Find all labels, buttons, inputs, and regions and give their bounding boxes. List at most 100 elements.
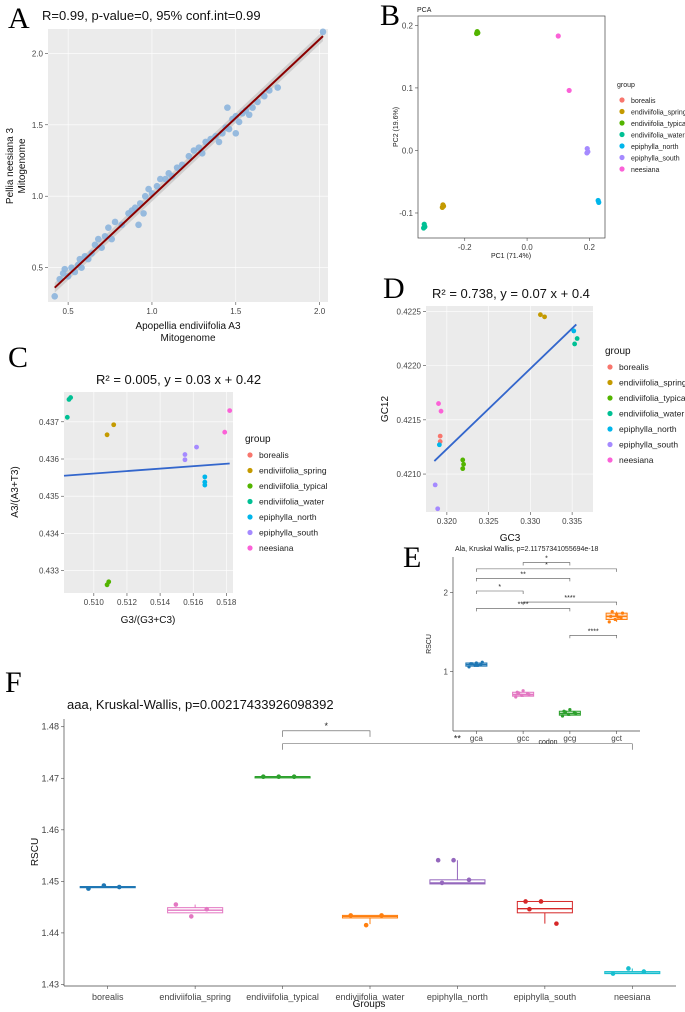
b-y-tick-label: -0.1: [399, 209, 413, 218]
d-regression-line: [433, 323, 577, 462]
c-legend-key-epiphylla_south: [247, 529, 253, 536]
d-legend-key-epiphylla_south: [607, 441, 613, 448]
c-legend-key-borealis: [247, 452, 253, 458]
b-legend-label-neesiana: neesiana: [631, 167, 660, 174]
d-point-endiviifolia_typical: [460, 466, 466, 472]
b-y-tick-label: 0.1: [402, 84, 414, 93]
d-legend-key-endiviifolia_typical: [607, 395, 613, 401]
f-box-epiphylla_south: [516, 900, 573, 914]
a-data-point: [76, 255, 84, 263]
f-significance-label: **: [454, 734, 462, 744]
a-data-point: [51, 292, 59, 300]
f-point-endiviifolia_spring: [204, 906, 210, 912]
d-legend-key-borealis: [607, 364, 613, 370]
a-data-point: [157, 175, 164, 183]
f-point-neesiana: [626, 966, 631, 971]
b-y-axis-label: PC2 (19.6%): [393, 107, 400, 147]
e-category-gct: gct: [611, 734, 622, 743]
a-x-axis-label-line2: Mitogenome: [160, 333, 215, 344]
b-legend-label-endiviifolia_water: endiviifolia_water: [631, 133, 685, 140]
f-point-epiphylla_north: [435, 857, 441, 863]
b-point-endiviifolia_typical: [473, 30, 480, 37]
e-significance-label: *: [545, 556, 548, 563]
e-y-tick-label: 1: [444, 668, 449, 677]
b-x-tick-label: 0.2: [584, 243, 596, 252]
c-x-tick-label: 0.516: [183, 598, 204, 607]
c-legend-key-endiviifolia_spring: [247, 467, 253, 474]
a-data-point: [78, 264, 85, 271]
f-category-epiphylla_north: epiphylla_north: [427, 992, 488, 1002]
a-data-point: [225, 125, 233, 133]
a-data-point: [61, 265, 69, 273]
a-data-point: [319, 28, 327, 36]
a-data-point: [245, 111, 253, 119]
a-data-point: [173, 164, 181, 171]
e-significance-label: ****: [564, 595, 575, 602]
a-data-point: [260, 92, 268, 100]
b-point-endiviifolia_water: [421, 225, 427, 231]
c-legend-label-epiphylla_north: epiphylla_north: [259, 512, 317, 522]
d-y-tick-label: 0.4210: [397, 470, 422, 479]
d-legend-label-epiphylla_north: epiphylla_north: [619, 424, 677, 434]
b-legend-key-endiviifolia_spring: [619, 108, 625, 115]
e-category-gcc: gcc: [517, 734, 529, 743]
b-point-epiphylla_north: [596, 199, 602, 205]
e-point-gcg: [560, 714, 565, 718]
a-data-point: [185, 152, 193, 160]
a-y-tick-label: 0.5: [32, 264, 44, 273]
a-data-point: [162, 175, 169, 183]
e-comparison-bracket: [476, 568, 617, 572]
e-point-gca: [476, 663, 480, 667]
d-legend-title: group: [605, 346, 631, 357]
a-data-point: [135, 221, 142, 229]
f-point-borealis: [101, 883, 107, 888]
c-legend-label-endiviifolia_typical: endiviifolia_typical: [259, 481, 328, 491]
b-x-axis-label: PC1 (71.4%): [491, 253, 531, 260]
b-x-tick-label: 0.0: [522, 243, 534, 252]
f-y-tick-label: 1.44: [41, 928, 59, 938]
e-x-axis-label: codon: [538, 739, 557, 746]
d-x-tick-label: 0.320: [437, 517, 458, 526]
d-point-endiviifolia_spring: [537, 312, 543, 318]
c-legend-key-epiphylla_north: [247, 514, 253, 520]
d-point-epiphylla_south: [435, 506, 441, 512]
c-point-endiviifolia_spring: [111, 422, 117, 428]
e-point-gcc: [514, 695, 518, 699]
a-data-point: [91, 241, 99, 249]
d-legend-label-endiviifolia_typical: endiviifolia_typical: [619, 393, 685, 403]
a-data-point: [131, 204, 139, 211]
c-x-tick-label: 0.510: [84, 598, 105, 607]
c-y-tick-label: 0.436: [39, 455, 60, 464]
b-legend-key-endiviifolia_typical: [619, 120, 625, 126]
f-category-epiphylla_south: epiphylla_south: [514, 992, 577, 1002]
panel-label-a: A: [8, 2, 30, 35]
b-point-endiviifolia_spring: [439, 204, 445, 210]
a-data-point: [274, 84, 282, 91]
e-point-gct: [619, 616, 623, 620]
c-point-endiviifolia_typical: [104, 582, 110, 588]
f-point-endiviifolia_spring: [188, 914, 194, 919]
c-point-epiphylla_south: [182, 452, 188, 457]
e-point-gcg: [574, 712, 578, 716]
e-significance-label: **: [520, 571, 526, 578]
e-point-gct: [607, 620, 611, 624]
d-point-endiviifolia_spring: [542, 314, 547, 320]
c-legend-label-neesiana: neesiana: [259, 543, 294, 553]
b-point-epiphylla_south: [584, 150, 590, 156]
f-point-borealis: [86, 886, 91, 891]
d-x-tick-label: 0.325: [479, 517, 500, 526]
d-legend-key-endiviifolia_spring: [607, 379, 613, 386]
e-point-gca: [480, 660, 484, 664]
panel-label-e: E: [403, 541, 421, 574]
c-title: R² = 0.005, y = 0.03 x + 0.42: [96, 372, 261, 387]
c-legend-title: group: [245, 434, 271, 445]
c-y-axis-label: A3/(A3+T3): [10, 466, 21, 517]
d-point-endiviifolia_typical: [460, 457, 466, 463]
e-comparison-bracket: [569, 635, 617, 639]
e-point-gcc: [521, 689, 525, 693]
d-x-tick-label: 0.335: [562, 517, 583, 526]
e-comparison-bracket: [476, 578, 571, 582]
b-legend-key-epiphylla_north: [619, 143, 625, 149]
e-significance-label: *: [545, 562, 548, 569]
